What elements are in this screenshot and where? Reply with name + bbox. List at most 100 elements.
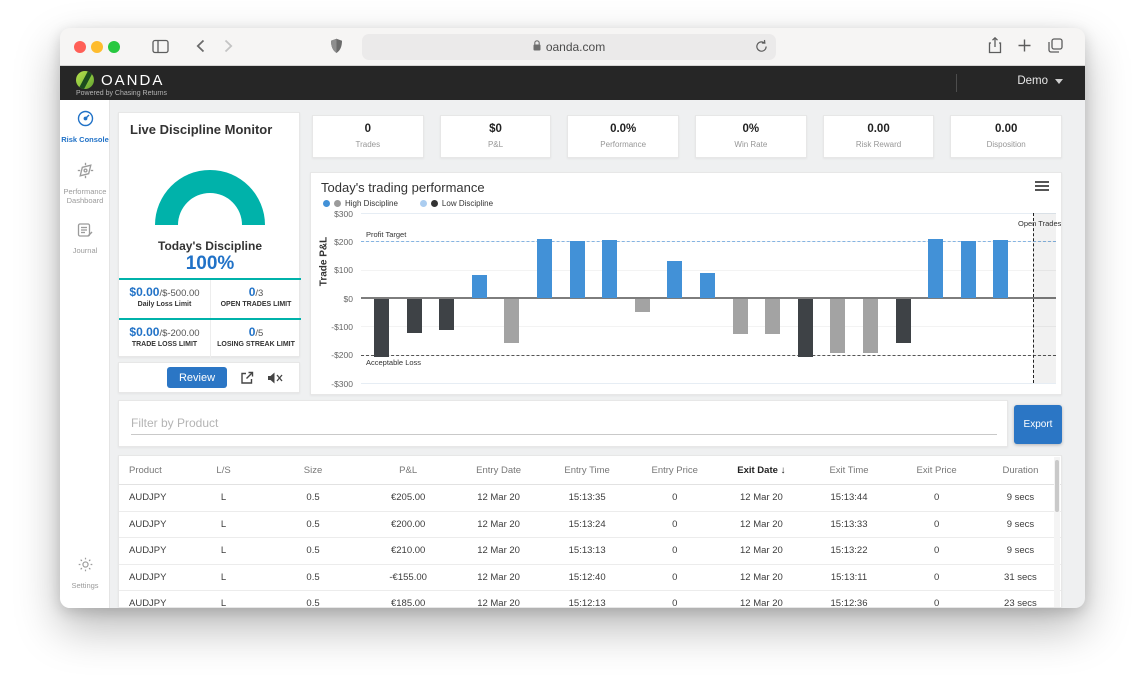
open-trades-band: [1033, 213, 1056, 383]
stat-value: 0%: [742, 123, 760, 135]
trade-bar: [863, 299, 878, 353]
table-cell: 15:12:40: [568, 571, 606, 583]
table-row[interactable]: AUDJPY L 0.5 €185.00 12 Mar 20 15:12:13 0 12 Ma…: [119, 591, 1061, 608]
chart-legend: High Discipline Low Discipline: [323, 199, 493, 208]
table-cell: 0: [672, 545, 678, 557]
scrollbar-thumb[interactable]: [1055, 460, 1059, 512]
brand-tagline: Powered by Chasing Returns: [76, 90, 168, 97]
profit-target-label: Profit Target: [366, 230, 407, 240]
legend-label: High Discipline: [345, 199, 398, 208]
table-cell: 12 Mar 20: [740, 598, 783, 608]
stat-card: 0.00 Disposition: [950, 115, 1063, 158]
limit-label: OPEN TRADES LIMIT: [220, 301, 292, 308]
sidebar-item-risk-console[interactable]: Risk Console: [60, 110, 110, 144]
sidebar-toggle-icon[interactable]: [152, 39, 169, 54]
limit-label: LOSING STREAK LIMIT: [217, 341, 295, 348]
limit-row: $0.00/$-500.00 Daily Loss Limit 0/3 OPEN …: [119, 278, 301, 320]
share-icon[interactable]: [988, 37, 1002, 54]
stat-label: Win Rate: [734, 140, 768, 149]
chevron-down-icon: [1055, 78, 1063, 84]
limit-row: $0.00/$-200.00 TRADE LOSS LIMIT 0/5 LOSIN…: [119, 318, 301, 360]
trade-bar: [667, 261, 683, 298]
stat-card: 0% Win Rate: [695, 115, 807, 158]
y-tick-label: $300: [334, 208, 353, 219]
external-link-icon[interactable]: [240, 371, 254, 385]
limit-value: 0/3: [248, 285, 264, 299]
stats-row: 0 Trades $0 P&L 0.0% Performance 0% Win Rat…: [312, 115, 1063, 158]
sidebar-item-label: Journal: [72, 246, 98, 255]
export-button[interactable]: Export: [1014, 405, 1062, 444]
stat-label: Performance: [600, 140, 647, 149]
review-button[interactable]: Review: [167, 367, 227, 388]
column-header-entry-price[interactable]: Entry Price: [651, 464, 698, 476]
column-header-duration[interactable]: Duration: [1002, 464, 1039, 476]
mute-icon[interactable]: [267, 371, 283, 385]
gridline: [361, 269, 1056, 271]
journal-icon: [77, 223, 93, 237]
limit-cell: $0.00/$-200.00 TRADE LOSS LIMIT: [119, 320, 210, 360]
trade-bar: [765, 299, 781, 335]
table-cell: 0: [672, 492, 678, 504]
table-cell: €185.00: [390, 598, 426, 608]
sidebar-item-label: Performance Dashboard: [63, 187, 107, 205]
column-header-exit-time[interactable]: Exit Time: [829, 464, 869, 476]
tab-overview-icon[interactable]: [1048, 38, 1063, 53]
browser-window: oanda.com OANDA Powered by Chasing Retur…: [60, 28, 1085, 608]
table-row[interactable]: AUDJPY L 0.5 -€155.00 12 Mar 20 15:12:40 0 12 M…: [119, 565, 1061, 591]
sidebar-item-journal[interactable]: Journal: [60, 222, 110, 255]
legend-label: Low Discipline: [441, 199, 494, 208]
limit-cell: 0/3 OPEN TRADES LIMIT: [210, 280, 301, 320]
table-row[interactable]: AUDJPY L 0.5 €210.00 12 Mar 20 15:13:13 0 12 Ma…: [119, 538, 1061, 565]
back-icon[interactable]: [196, 39, 205, 53]
sidebar-item-label: Risk Console: [61, 135, 109, 144]
reload-icon[interactable]: [755, 39, 768, 57]
column-header-exit-date[interactable]: Exit Date ↓: [737, 464, 786, 476]
address-bar[interactable]: oanda.com: [362, 34, 776, 60]
table-body: AUDJPY L 0.5 €205.00 12 Mar 20 15:13:35 0 12 Ma…: [119, 485, 1061, 608]
gridline: [361, 383, 1056, 384]
trade-bar: [928, 238, 944, 298]
chart-context-menu-icon[interactable]: [1035, 181, 1049, 193]
table-row[interactable]: AUDJPY L 0.5 €205.00 12 Mar 20 15:13:35 0 12 Ma…: [119, 485, 1061, 512]
table-cell: 12 Mar 20: [477, 545, 520, 557]
column-header-exit-price[interactable]: Exit Price: [916, 464, 957, 476]
column-header-entry-date[interactable]: Entry Date: [476, 464, 522, 476]
trade-bar: [993, 239, 1009, 298]
limit-cell: $0.00/$-500.00 Daily Loss Limit: [119, 280, 210, 320]
table-cell: 15:13:22: [830, 545, 868, 557]
account-menu[interactable]: Demo: [1017, 75, 1063, 87]
legend-item[interactable]: Low Discipline: [419, 199, 494, 208]
oanda-logo-icon: [76, 71, 94, 89]
table-cell: 0: [672, 518, 678, 530]
close-window-button[interactable]: [74, 41, 86, 53]
table-cell: L: [220, 571, 227, 583]
table-cell: 9 secs: [1006, 492, 1035, 504]
review-panel: Review: [118, 362, 300, 393]
privacy-shield-icon[interactable]: [330, 38, 343, 54]
app-header: OANDA Powered by Chasing Returns Demo: [60, 66, 1085, 100]
profit-target-line: [361, 241, 1056, 243]
column-header-size[interactable]: Size: [303, 464, 323, 476]
limit-value: 0/5: [248, 325, 264, 339]
zoom-window-button[interactable]: [108, 41, 120, 53]
forward-icon[interactable]: [224, 39, 233, 53]
column-header-product[interactable]: Product: [129, 464, 162, 476]
trade-bar: [406, 299, 422, 333]
sidebar-item-performance-dashboard[interactable]: Performance Dashboard: [60, 162, 110, 205]
minimize-window-button[interactable]: [91, 41, 103, 53]
legend-dot-icon: [419, 200, 427, 207]
brand-name: OANDA: [101, 72, 165, 89]
gridline: [361, 326, 1056, 328]
column-header-entry-time[interactable]: Entry Time: [564, 464, 610, 476]
column-header-l-s[interactable]: L/S: [216, 464, 231, 476]
trade-bar: [471, 275, 487, 298]
column-header-p-l[interactable]: P&L: [399, 464, 418, 476]
filter-input[interactable]: [131, 411, 997, 435]
y-tick-label: $200: [334, 236, 353, 247]
sidebar-item-settings[interactable]: Settings: [60, 556, 110, 590]
table-cell: 0: [933, 492, 940, 504]
table-row[interactable]: AUDJPY L 0.5 €200.00 12 Mar 20 15:13:24 0 12 Ma…: [119, 512, 1061, 538]
new-tab-icon[interactable]: [1018, 39, 1031, 52]
table-scrollbar: [1054, 457, 1060, 607]
legend-item[interactable]: High Discipline: [323, 199, 398, 208]
